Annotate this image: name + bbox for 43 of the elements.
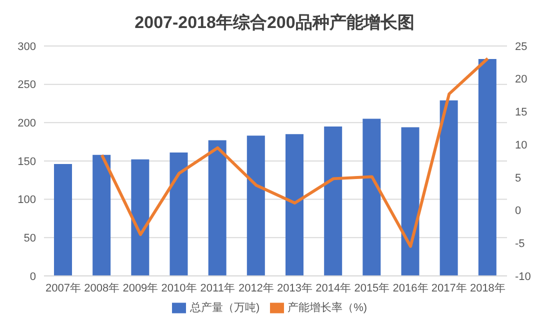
x-tick-label: 2014年: [316, 282, 352, 295]
bar: [478, 59, 496, 276]
x-tick-label: 2012年: [238, 282, 274, 295]
y2-tick-label: 15: [515, 106, 528, 119]
bar: [92, 154, 111, 276]
bar: [286, 134, 304, 276]
y-tick-label: 100: [18, 194, 36, 206]
bar: [170, 152, 188, 276]
bar: [131, 159, 150, 276]
y2-tick-label: -10: [515, 270, 531, 283]
y2-tick-label: -5: [515, 238, 525, 250]
x-tick-label: 2017年: [431, 282, 467, 295]
x-tick-label: 2007年: [46, 282, 82, 295]
y2-tick-label: 10: [515, 139, 528, 152]
x-tick-label: 2013年: [277, 282, 313, 295]
bar: [362, 118, 381, 276]
x-tick-label: 2015年: [354, 282, 390, 295]
bar: [246, 136, 265, 276]
x-tick-label: 2011年: [200, 282, 235, 295]
x-tick-label: 2010年: [161, 282, 197, 295]
bar: [54, 164, 72, 276]
bar: [401, 127, 420, 276]
bar: [208, 140, 226, 276]
x-tick-label: 2018年: [470, 282, 506, 295]
line-series: [100, 56, 490, 248]
bar: [440, 100, 458, 276]
y-tick-label: 200: [18, 118, 36, 130]
y-tick-label: 250: [18, 79, 36, 92]
y-tick-label: 150: [18, 156, 36, 168]
x-tick-label: 2009年: [122, 282, 158, 295]
y2-tick-label: 5: [515, 172, 522, 184]
x-tick-label: 2016年: [392, 282, 428, 295]
chart-title: 2007-2018年综合200品种产能增长图: [134, 12, 416, 34]
bar: [324, 126, 342, 276]
y2-tick-label: 20: [515, 74, 528, 86]
x-tick-label: 2008年: [84, 282, 120, 295]
y2-tick-label: 25: [515, 40, 528, 53]
legend-label: 总产量（万吨): [190, 302, 260, 314]
y-tick-label: 50: [24, 232, 36, 244]
y-tick-label: 0: [30, 270, 36, 283]
legend-label: 产能增长率（%): [288, 302, 368, 314]
y-tick-label: 300: [18, 40, 36, 53]
y2-tick-label: 0: [515, 205, 522, 218]
